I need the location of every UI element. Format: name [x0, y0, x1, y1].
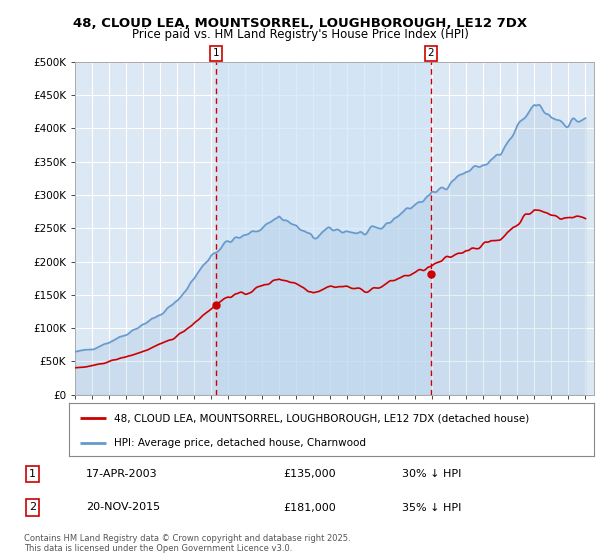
Text: 1: 1 [29, 469, 36, 479]
Text: 2: 2 [29, 502, 36, 512]
Text: 30% ↓ HPI: 30% ↓ HPI [402, 469, 461, 479]
Bar [216, 62, 431, 395]
Text: £135,000: £135,000 [283, 469, 336, 479]
Text: HPI: Average price, detached house, Charnwood: HPI: Average price, detached house, Char… [113, 438, 365, 448]
Text: Contains HM Land Registry data © Crown copyright and database right 2025.
This d: Contains HM Land Registry data © Crown c… [24, 534, 350, 553]
Text: 20-NOV-2015: 20-NOV-2015 [86, 502, 160, 512]
Text: 1: 1 [213, 48, 220, 58]
Text: Price paid vs. HM Land Registry's House Price Index (HPI): Price paid vs. HM Land Registry's House … [131, 28, 469, 41]
Text: 17-APR-2003: 17-APR-2003 [86, 469, 158, 479]
Text: 48, CLOUD LEA, MOUNTSORREL, LOUGHBOROUGH, LE12 7DX (detached house): 48, CLOUD LEA, MOUNTSORREL, LOUGHBOROUGH… [113, 413, 529, 423]
Text: 48, CLOUD LEA, MOUNTSORREL, LOUGHBOROUGH, LE12 7DX: 48, CLOUD LEA, MOUNTSORREL, LOUGHBOROUGH… [73, 17, 527, 30]
Text: 2: 2 [427, 48, 434, 58]
Text: 35% ↓ HPI: 35% ↓ HPI [402, 502, 461, 512]
Text: £181,000: £181,000 [283, 502, 336, 512]
